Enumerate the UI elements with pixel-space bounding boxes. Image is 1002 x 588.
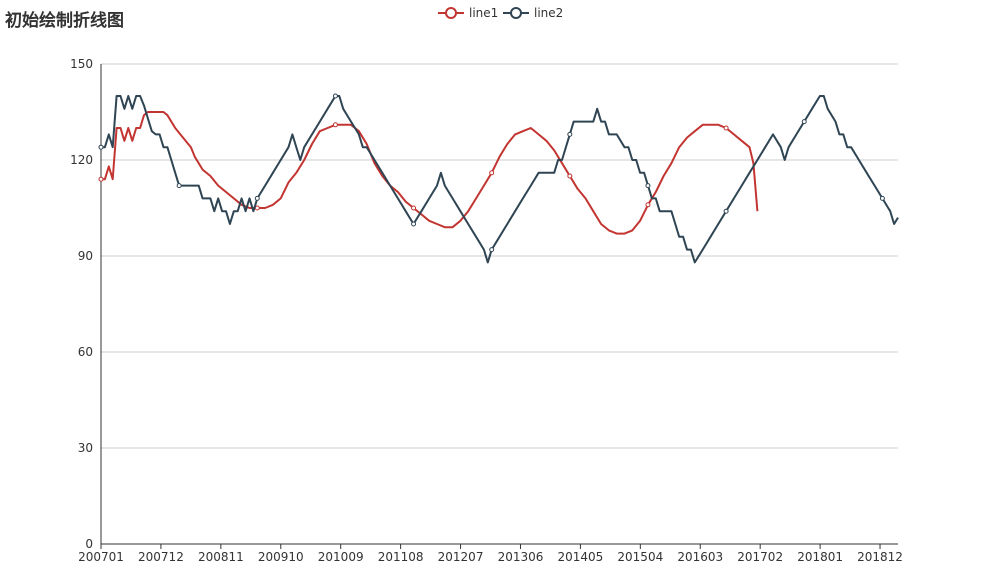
x-tick-label: 201603	[677, 550, 723, 564]
x-tick-label: 201812	[857, 550, 903, 564]
x-tick-label: 200910	[258, 550, 304, 564]
x-tick-label: 201108	[378, 550, 424, 564]
legend-item-line1[interactable]: line1	[438, 6, 498, 20]
data-point	[567, 131, 573, 137]
data-point	[411, 205, 417, 211]
legend: line1 line2	[0, 6, 1002, 24]
data-point	[879, 195, 885, 201]
data-point	[645, 183, 651, 189]
data-point	[489, 170, 495, 176]
x-tick-label: 201504	[617, 550, 663, 564]
data-point	[254, 195, 260, 201]
x-tick-label: 201009	[318, 550, 364, 564]
legend-item-line2[interactable]: line2	[503, 6, 563, 20]
legend-line2-icon	[503, 7, 529, 19]
x-tick-label: 201207	[438, 550, 484, 564]
x-tick-label: 200701	[78, 550, 124, 564]
x-tick-label: 200811	[198, 550, 244, 564]
data-point	[176, 183, 182, 189]
series-line-line2	[101, 95, 899, 264]
x-tick-label: 201801	[797, 550, 843, 564]
chart-title: 初始绘制折线图	[5, 11, 124, 31]
series-line-line1	[101, 111, 759, 235]
y-tick-label: 150	[70, 57, 93, 71]
x-tick-label: 200712	[138, 550, 184, 564]
data-point	[254, 205, 260, 211]
data-point	[489, 247, 495, 253]
data-point	[801, 119, 807, 125]
y-tick-label: 0	[85, 537, 93, 551]
legend-label-line1: line1	[469, 6, 499, 20]
data-point	[723, 125, 729, 131]
y-tick-label: 90	[78, 249, 93, 263]
data-point	[98, 144, 104, 150]
x-tick-label: 201702	[737, 550, 783, 564]
x-tick-label: 201405	[557, 550, 603, 564]
data-point	[567, 173, 573, 179]
x-tick-label: 201306	[498, 550, 544, 564]
legend-line1-icon	[438, 7, 464, 19]
data-point	[723, 208, 729, 214]
y-tick-label: 120	[70, 153, 93, 167]
data-point	[645, 202, 651, 208]
legend-label-line2: line2	[534, 6, 564, 20]
data-point	[411, 221, 417, 227]
y-tick-label: 60	[78, 345, 93, 359]
data-point	[332, 93, 338, 99]
data-point	[98, 176, 104, 182]
y-tick-label: 30	[78, 441, 93, 455]
data-point	[332, 122, 338, 128]
